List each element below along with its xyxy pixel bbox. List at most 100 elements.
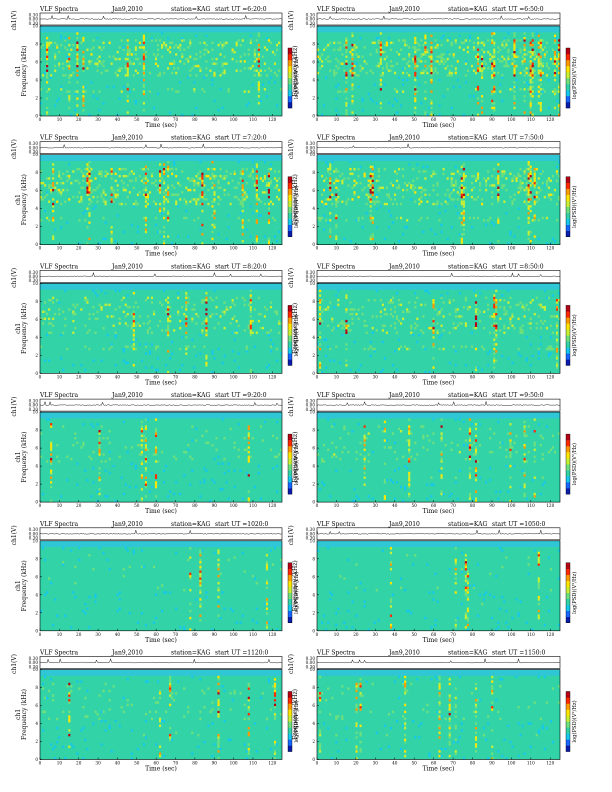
spectrogram-cell <box>211 57 214 61</box>
spectrogram-cell <box>167 235 170 238</box>
spectrogram-cell <box>191 338 194 341</box>
spectrogram-cell <box>375 102 378 105</box>
panel-date: Jan9,2010 <box>388 521 420 528</box>
spectrogram-cell <box>424 303 427 307</box>
spectrogram-cell <box>531 95 534 98</box>
spectrogram-cell <box>40 609 43 613</box>
spectrogram-cell <box>458 322 461 325</box>
spectrogram-cell <box>319 289 322 293</box>
spectrogram-cell <box>148 319 152 323</box>
spectrogram-cell <box>161 719 164 723</box>
x-tick-label: 60 <box>431 503 437 508</box>
spectrogram-cell <box>134 338 137 341</box>
spectrogram-cell <box>408 471 411 475</box>
spectrogram-cell <box>247 460 250 463</box>
spectrogram-cell <box>187 188 190 192</box>
spectrogram-cell <box>430 60 433 63</box>
spectrogram-cell <box>279 352 283 355</box>
spectrogram-cell <box>335 109 338 112</box>
spectrogram-cell <box>537 62 540 65</box>
spectrogram-cell <box>152 696 156 700</box>
colorbar-segment <box>566 574 570 581</box>
colorbar-segment <box>566 434 570 441</box>
spectrogram-cell <box>158 319 162 323</box>
spectrogram-cell <box>86 191 89 194</box>
spectrogram-cell <box>393 450 397 454</box>
spectrogram-cell <box>485 188 488 192</box>
spectrogram-cell <box>221 361 224 365</box>
x-tick-label: 120 <box>546 117 554 122</box>
colorbar-segment <box>566 586 570 593</box>
spectrogram-cell <box>529 95 532 98</box>
spectrogram-cell <box>351 198 354 201</box>
spectrogram-cell <box>507 32 510 35</box>
spectrogram-cell <box>501 441 504 445</box>
spectrogram-cell <box>319 305 322 309</box>
spectrogram-cell <box>269 76 273 79</box>
spectrogram-cell <box>456 324 459 327</box>
spectrogram-cell <box>414 111 417 114</box>
spectrogram-cell <box>211 478 214 482</box>
spectrogram-cell <box>259 69 262 72</box>
spectra-panel-4: VLF Spectra Jan9,2010 station=KAG start UT … <box>288 135 578 258</box>
spectra-panel-1: VLF Spectra Jan9,2010 station=KAG start UT … <box>11 6 300 129</box>
spectrogram-cell <box>205 67 208 70</box>
spectrogram-cell <box>491 34 494 38</box>
spectrogram-cell <box>497 193 500 196</box>
spectrogram-cell <box>267 172 270 176</box>
spectrogram-cell <box>42 74 45 77</box>
spectrogram-cell <box>345 326 348 330</box>
spectrogram-cell <box>476 614 480 617</box>
spectrogram-cell <box>493 322 496 325</box>
spectrogram-cell <box>487 177 490 180</box>
spectrogram-cell <box>96 36 99 40</box>
spectrogram-cell <box>46 57 49 61</box>
spectrogram-cell <box>72 591 75 594</box>
spectrogram-cell <box>375 329 378 332</box>
spectrogram-cell <box>426 200 429 203</box>
spectrogram-cell <box>424 347 427 351</box>
spectrogram-cell <box>398 76 401 79</box>
spectrogram-cell <box>389 41 393 45</box>
spectrogram-cell <box>217 202 220 206</box>
spectrogram-cell <box>537 609 540 613</box>
spectrogram-cell <box>225 308 228 311</box>
spectrogram-cell <box>408 439 411 442</box>
spectrogram-cell <box>468 427 472 431</box>
y-tick-label: 6 <box>312 574 315 579</box>
spectrogram-cell <box>464 62 467 65</box>
spectrogram-cell <box>511 62 514 65</box>
spectrogram-cell <box>213 74 216 77</box>
spectrogram-cell <box>414 99 417 103</box>
spectrogram-cell <box>523 99 526 103</box>
spectrogram-cell <box>464 626 467 629</box>
spectrogram-cell <box>76 680 79 683</box>
spectrogram-cell <box>76 113 79 117</box>
spectrogram-cell <box>537 102 540 105</box>
spectrogram-cell <box>92 312 95 316</box>
spectrogram-cell <box>42 687 45 690</box>
spectrogram-cell <box>440 450 443 454</box>
spectrogram-cell <box>462 202 465 206</box>
spectrogram-cell <box>247 67 250 70</box>
spectrogram-cell <box>163 289 166 293</box>
spectrogram-cell <box>493 64 496 68</box>
spectrogram-cell <box>193 81 196 84</box>
spectrogram-cell <box>331 441 334 445</box>
spectrogram-cell <box>385 67 388 70</box>
spectrogram-cell <box>361 99 364 103</box>
spectrogram-cell <box>76 36 79 40</box>
spectrogram-cell <box>495 301 498 304</box>
spectrogram-cell <box>436 71 439 75</box>
spectrogram-cell <box>110 172 113 176</box>
spectrogram-cell <box>193 345 196 348</box>
spectrogram-cell <box>106 437 109 440</box>
spectrogram-cell <box>233 172 236 176</box>
spectrogram-cell <box>321 60 324 63</box>
spectrogram-cell <box>503 326 506 330</box>
spectrogram-cell <box>102 710 105 714</box>
spectrogram-cell <box>472 46 476 49</box>
spectrogram-cell <box>327 448 330 452</box>
spectrogram-cell <box>493 361 496 365</box>
spectrogram-cell <box>481 64 484 68</box>
